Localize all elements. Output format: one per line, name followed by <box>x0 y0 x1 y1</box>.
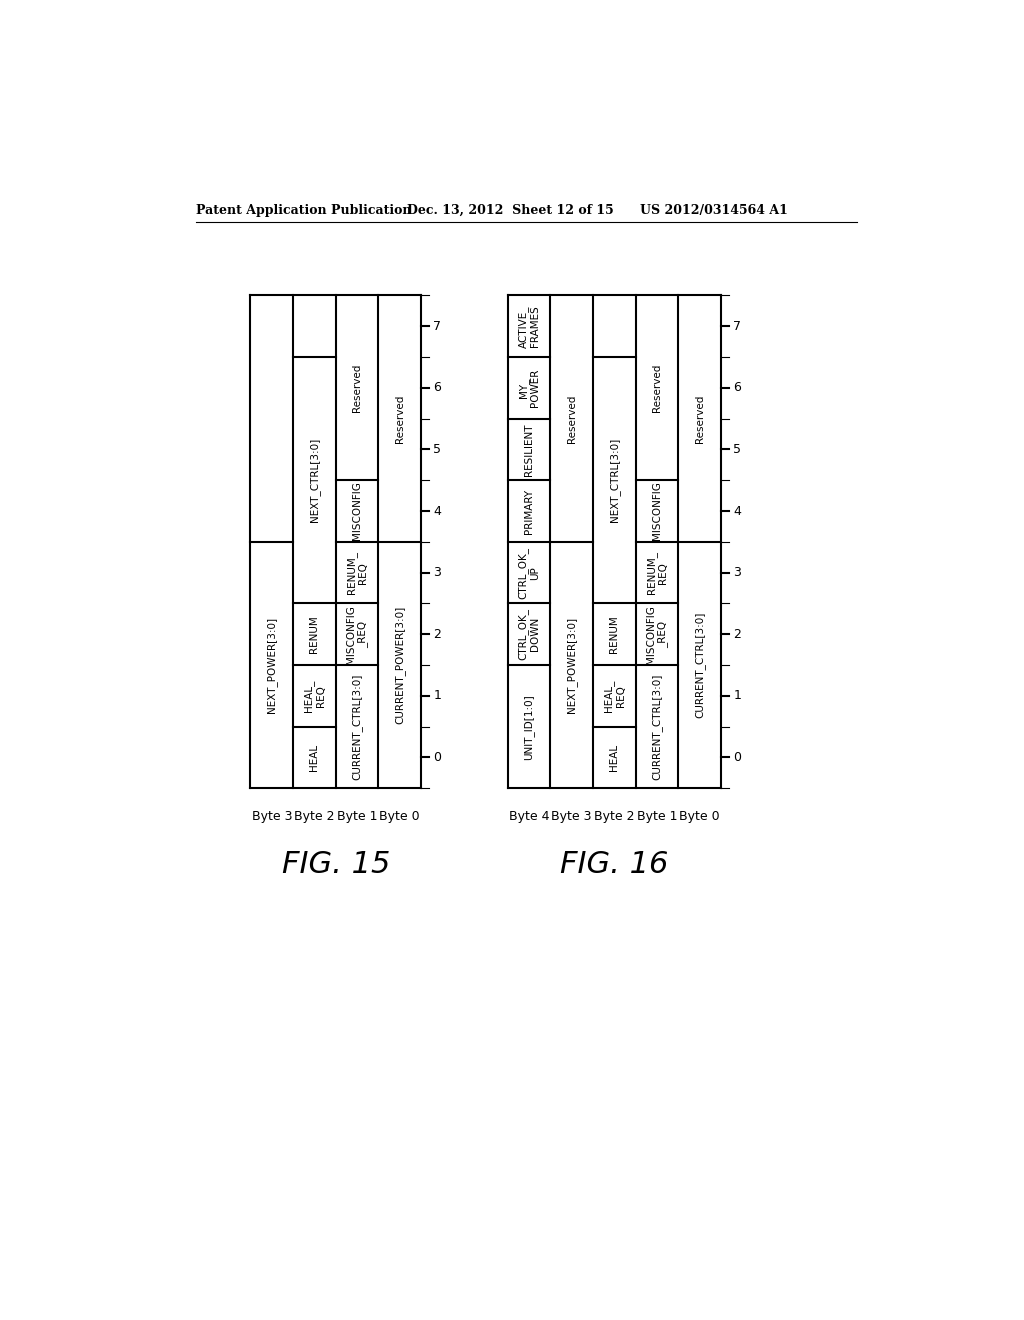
Text: FIG. 16: FIG. 16 <box>560 850 669 879</box>
Text: CURRENT_CTRL[3:0]: CURRENT_CTRL[3:0] <box>351 673 362 780</box>
Text: MISCONFIG
_REQ: MISCONFIG _REQ <box>346 605 369 664</box>
Text: RENUM: RENUM <box>309 615 319 653</box>
Text: Byte 3: Byte 3 <box>552 810 592 822</box>
Text: HEAL_
REQ: HEAL_ REQ <box>603 680 626 711</box>
Text: Byte 4: Byte 4 <box>509 810 549 822</box>
Text: 0: 0 <box>433 751 441 764</box>
Text: 1: 1 <box>433 689 441 702</box>
Text: MISCONFIG: MISCONFIG <box>352 482 362 540</box>
Text: CTRL_OK_
DOWN: CTRL_OK_ DOWN <box>518 609 541 660</box>
Text: 2: 2 <box>733 628 741 640</box>
Text: UNIT_ID[1:0]: UNIT_ID[1:0] <box>523 694 535 759</box>
Text: 7: 7 <box>733 319 741 333</box>
Text: Byte 1: Byte 1 <box>637 810 677 822</box>
Text: RENUM_
REQ: RENUM_ REQ <box>646 552 669 594</box>
Text: CURRENT_CTRL[3:0]: CURRENT_CTRL[3:0] <box>694 612 705 718</box>
Text: 1: 1 <box>733 689 741 702</box>
Text: Reserved: Reserved <box>694 395 705 442</box>
Text: 5: 5 <box>433 444 441 455</box>
Text: RENUM: RENUM <box>609 615 620 653</box>
Text: Byte 0: Byte 0 <box>379 810 420 822</box>
Text: Byte 2: Byte 2 <box>294 810 335 822</box>
Text: Reserved: Reserved <box>566 395 577 442</box>
Text: Byte 1: Byte 1 <box>337 810 377 822</box>
Text: RENUM_
REQ: RENUM_ REQ <box>346 552 369 594</box>
Text: 3: 3 <box>733 566 741 579</box>
Text: MY_
POWER: MY_ POWER <box>518 368 541 407</box>
Text: Dec. 13, 2012  Sheet 12 of 15: Dec. 13, 2012 Sheet 12 of 15 <box>407 205 613 218</box>
Text: HEAL: HEAL <box>609 744 620 771</box>
Text: MISCONFIG
_REQ: MISCONFIG _REQ <box>646 605 669 664</box>
Text: 7: 7 <box>433 319 441 333</box>
Text: NEXT_CTRL[3:0]: NEXT_CTRL[3:0] <box>309 438 319 523</box>
Text: 6: 6 <box>433 381 441 395</box>
Text: FIG. 15: FIG. 15 <box>282 850 390 879</box>
Text: HEAL: HEAL <box>309 744 319 771</box>
Text: CURRENT_POWER[3:0]: CURRENT_POWER[3:0] <box>394 606 406 725</box>
Text: Reserved: Reserved <box>652 364 662 412</box>
Text: Reserved: Reserved <box>394 395 404 442</box>
Text: ACTIVE_
FRAMES: ACTIVE_ FRAMES <box>518 305 541 347</box>
Text: 5: 5 <box>733 444 741 455</box>
Text: 4: 4 <box>733 504 741 517</box>
Text: US 2012/0314564 A1: US 2012/0314564 A1 <box>640 205 787 218</box>
Text: MISCONFIG: MISCONFIG <box>652 482 662 540</box>
Text: Reserved: Reserved <box>352 364 362 412</box>
Text: 6: 6 <box>733 381 741 395</box>
Text: RESILIENT: RESILIENT <box>524 424 535 475</box>
Text: 3: 3 <box>433 566 441 579</box>
Text: NEXT_POWER[3:0]: NEXT_POWER[3:0] <box>566 616 578 713</box>
Text: NEXT_POWER[3:0]: NEXT_POWER[3:0] <box>266 616 278 713</box>
Text: CURRENT_CTRL[3:0]: CURRENT_CTRL[3:0] <box>651 673 663 780</box>
Text: Byte 0: Byte 0 <box>679 810 720 822</box>
Text: HEAL_
REQ: HEAL_ REQ <box>303 680 326 711</box>
Text: NEXT_CTRL[3:0]: NEXT_CTRL[3:0] <box>609 438 620 523</box>
Text: Byte 3: Byte 3 <box>252 810 292 822</box>
Text: 0: 0 <box>733 751 741 764</box>
Text: Patent Application Publication: Patent Application Publication <box>197 205 412 218</box>
Text: CTRL_OK_
UP: CTRL_OK_ UP <box>518 546 541 599</box>
Text: 2: 2 <box>433 628 441 640</box>
Text: 4: 4 <box>433 504 441 517</box>
Text: Byte 2: Byte 2 <box>594 810 635 822</box>
Text: PRIMARY: PRIMARY <box>524 488 535 533</box>
